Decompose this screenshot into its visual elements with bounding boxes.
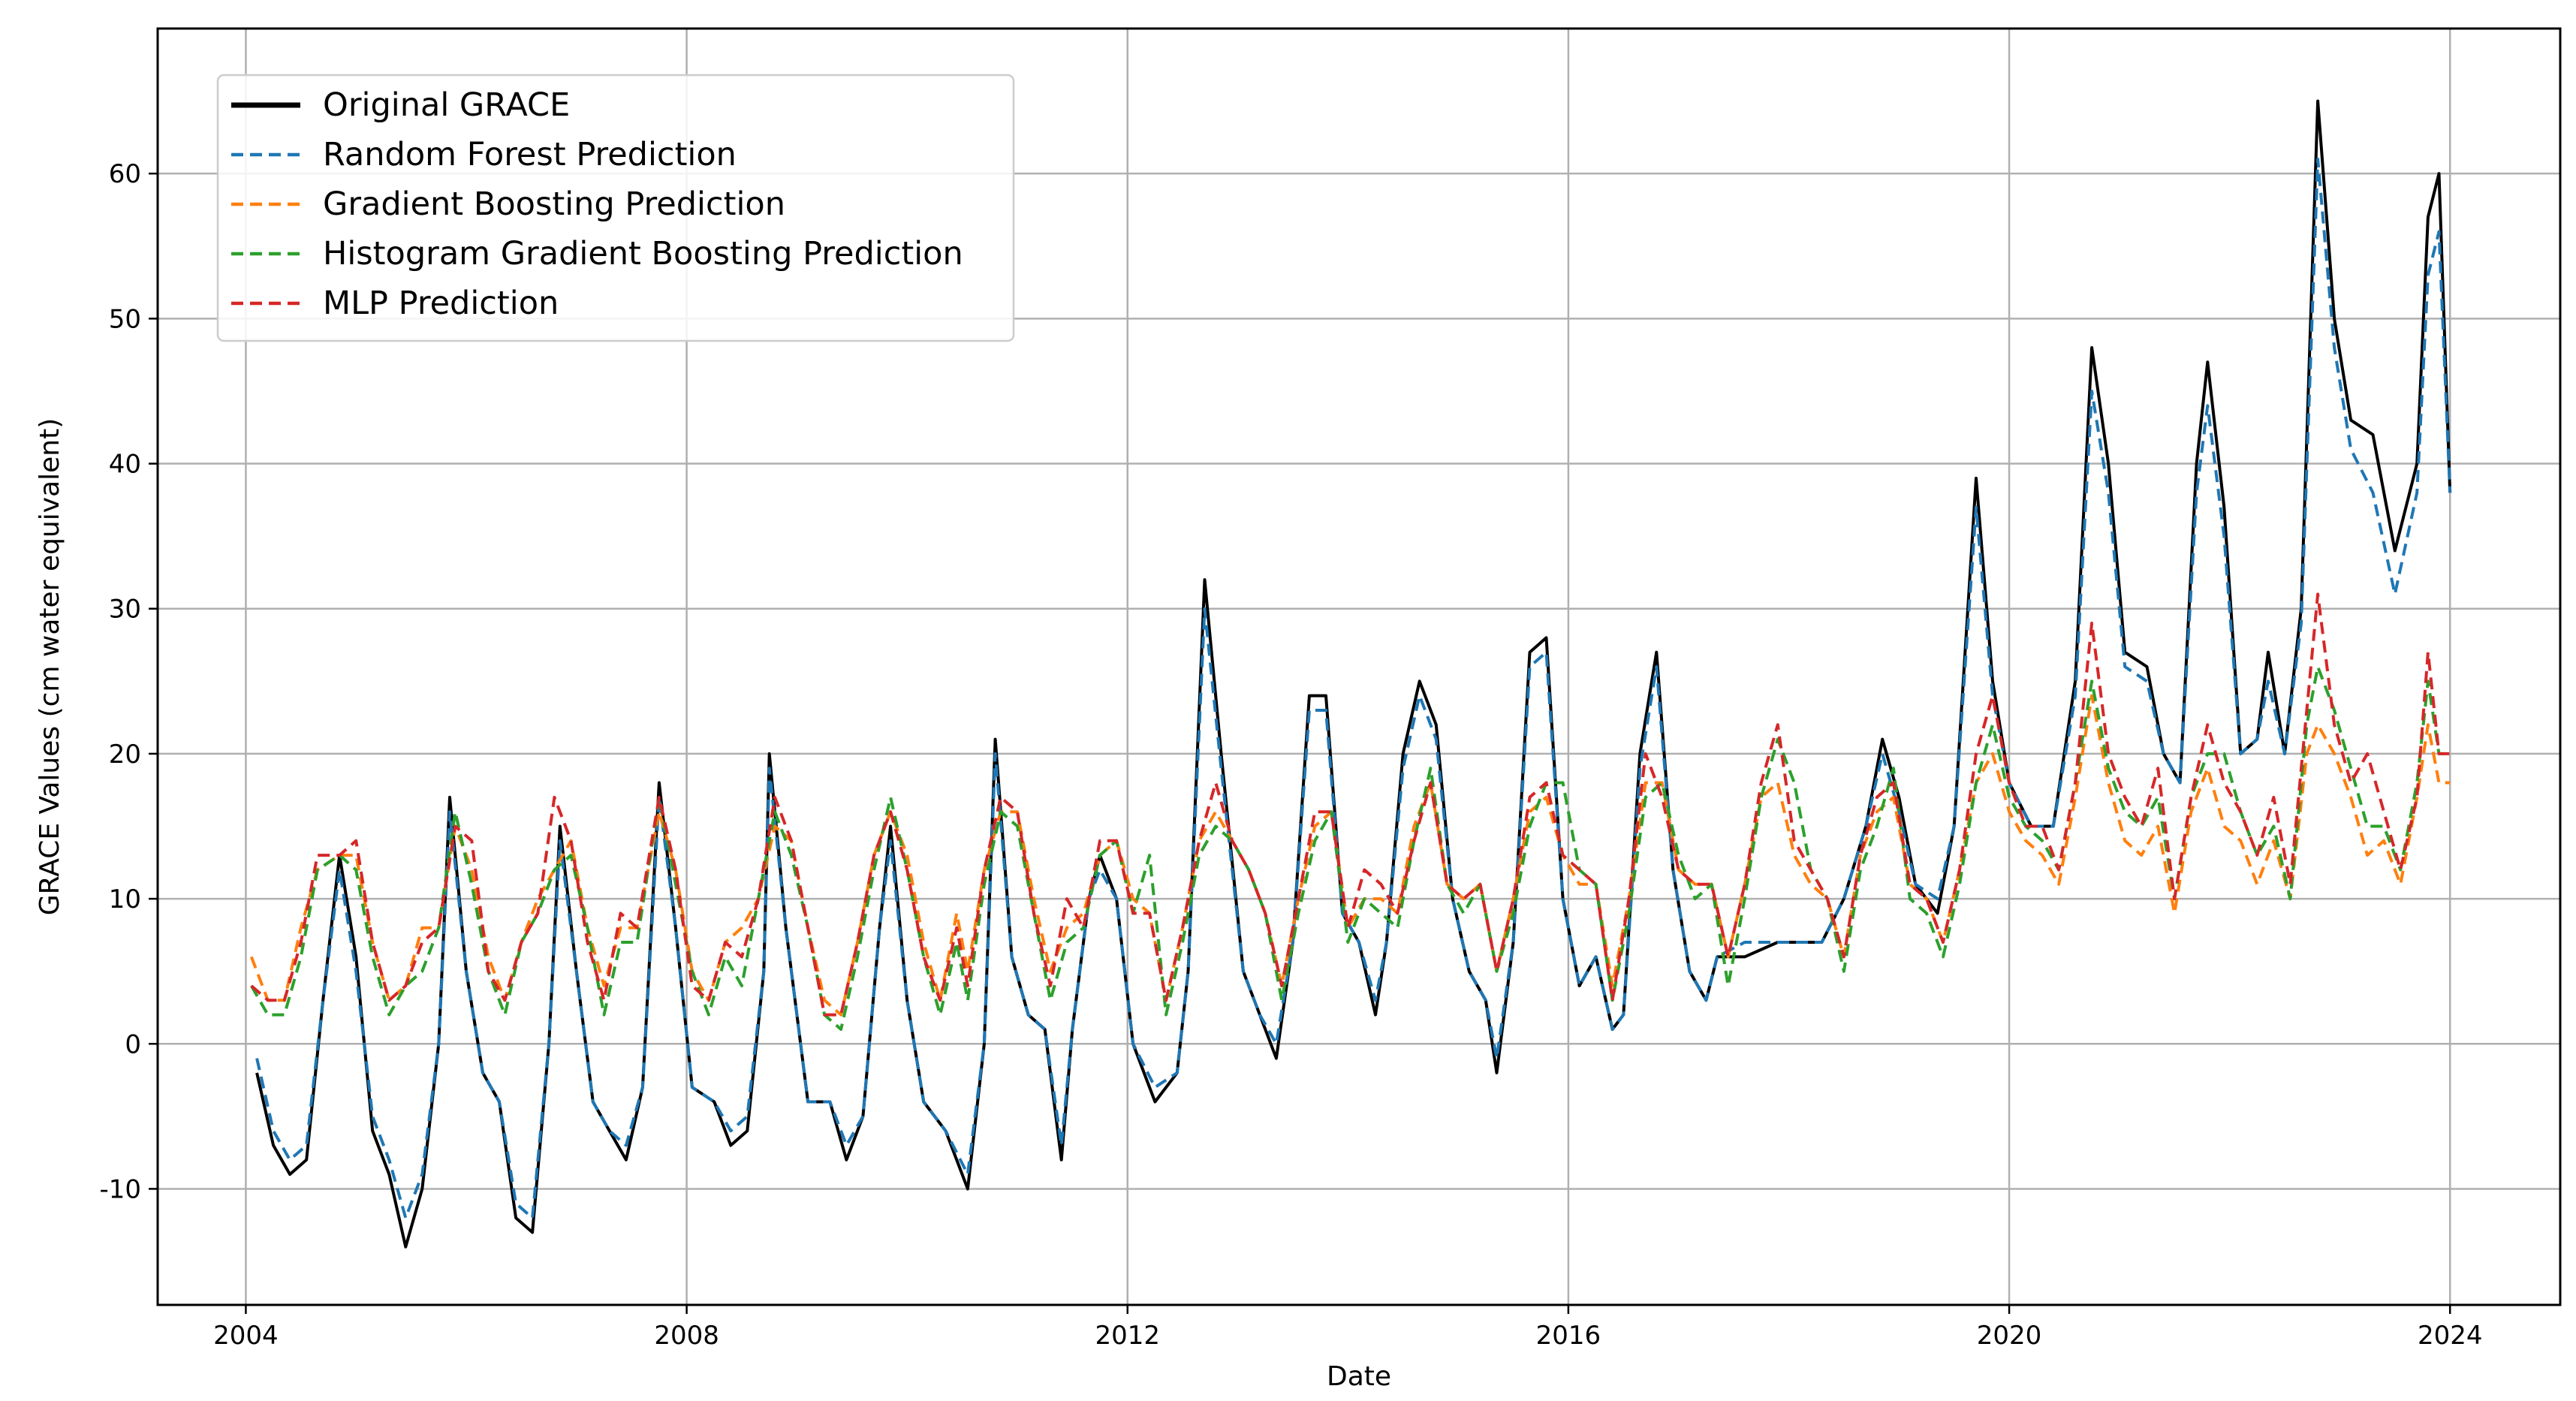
x-tick-label: 2020	[1977, 1321, 2042, 1351]
y-axis-label: GRACE Values (cm water equivalent)	[35, 418, 65, 916]
series-line-3	[250, 665, 2451, 1031]
legend-label: Random Forest Prediction	[323, 136, 737, 173]
series-line-1	[255, 157, 2452, 1220]
y-tick-label: 20	[109, 740, 141, 770]
legend-label: Gradient Boosting Prediction	[323, 185, 785, 223]
y-tick-label: 10	[109, 884, 141, 914]
x-tick-label: 2016	[1536, 1321, 1601, 1351]
plot-frame	[156, 27, 2562, 1306]
legend-box	[216, 74, 1015, 342]
x-axis-label: Date	[1327, 1361, 1391, 1392]
y-tick-label: 40	[109, 450, 141, 480]
legend: Original GRACE Random Forest Prediction Gr…	[216, 74, 1015, 342]
legend-label: Original GRACE	[323, 86, 570, 124]
x-tick-label: 2004	[213, 1321, 279, 1351]
legend-label: MLP Prediction	[323, 285, 559, 322]
series-layer	[249, 99, 2452, 1249]
x-tick-label: 2024	[2418, 1321, 2483, 1351]
series-line-4	[250, 592, 2451, 1017]
y-tick-label: -10	[99, 1174, 141, 1204]
y-tick-label: 60	[109, 159, 141, 189]
tick-layer: 2004 2008 2012 2016 2020 2024 -10 0 10 20 30 40 50 60	[99, 159, 2482, 1351]
y-tick-label: 30	[109, 595, 141, 625]
legend-label: Histogram Gradient Boosting Prediction	[323, 235, 963, 273]
y-tick-label: 0	[125, 1029, 141, 1059]
x-tick-label: 2008	[654, 1321, 719, 1351]
y-tick-label: 50	[109, 304, 141, 334]
x-tick-label: 2012	[1095, 1321, 1160, 1351]
